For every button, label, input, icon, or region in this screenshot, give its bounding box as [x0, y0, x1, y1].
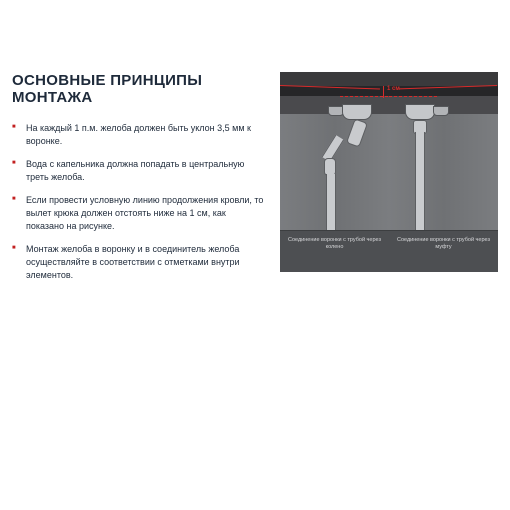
bullet-list: На каждый 1 п.м. желоба должен быть укло…: [12, 122, 272, 282]
caption-left: Соединение воронки с трубой через колено: [280, 237, 389, 251]
page-title: ОСНОВНЫЕ ПРИНЦИПЫ МОНТАЖА: [12, 72, 272, 106]
list-item: На каждый 1 п.м. желоба должен быть укло…: [26, 122, 272, 148]
list-item: Вода с капельника должна попадать в цент…: [26, 158, 272, 184]
diagram-right: Соединение воронки с трубой через муфту …: [389, 72, 498, 272]
installation-diagram: Соединение воронки с трубой через колено…: [280, 72, 498, 272]
list-item: Монтаж желоба в воронку и в соединитель …: [26, 243, 272, 282]
list-item: Если провести условную линию продолжения…: [26, 194, 272, 233]
dimension-label: 1 см: [387, 86, 400, 92]
diagram-left: Соединение воронки с трубой через колено: [280, 72, 389, 272]
caption-right: Соединение воронки с трубой через муфту: [389, 237, 498, 251]
